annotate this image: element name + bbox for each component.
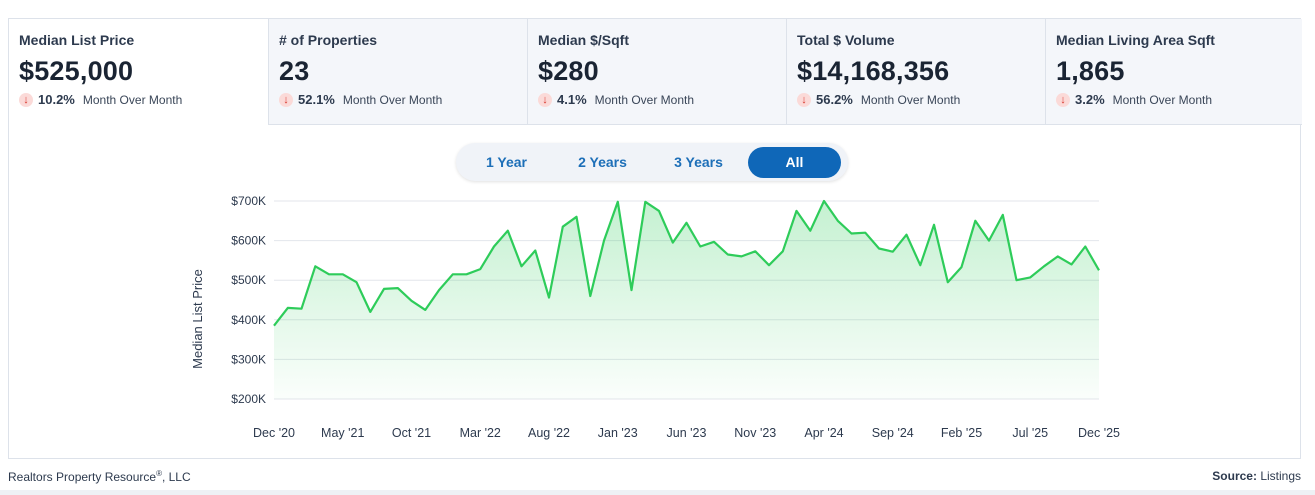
tab-value: 1,865	[1056, 56, 1125, 86]
arrow-down-icon: ↓	[538, 92, 552, 107]
change-percent: 4.1%	[557, 92, 587, 107]
x-tick-label: Feb '25	[941, 426, 982, 440]
x-tick-label: Nov '23	[734, 426, 776, 440]
change-percent: 10.2%	[38, 92, 75, 107]
registered-mark: ®	[156, 469, 162, 478]
arrow-down-icon: ↓	[1056, 92, 1070, 107]
y-tick-label: $200K	[231, 392, 266, 406]
tab-value: 23	[279, 56, 310, 86]
tab-change: ↓ 4.1% Month Over Month	[538, 92, 776, 107]
tab-label: # of Properties	[279, 32, 378, 48]
tab-number-of-properties[interactable]: # of Properties 23 ↓ 52.1% Month Over Mo…	[268, 19, 527, 125]
tab-median-list-price[interactable]: Median List Price $525,000 ↓ 10.2% Month…	[9, 19, 268, 125]
change-period: Month Over Month	[342, 92, 443, 107]
source-label: Source:	[1212, 469, 1257, 483]
tab-total-volume[interactable]: Total $ Volume $14,168,356 ↓ 56.2% Month…	[786, 19, 1045, 125]
x-tick-label: Aug '22	[528, 426, 570, 440]
company-suffix: , LLC	[161, 470, 191, 484]
x-tick-label: Mar '22	[460, 426, 501, 440]
time-range-selector: 1 Year 2 Years 3 Years All	[456, 143, 848, 181]
tab-change: ↓ 52.1% Month Over Month	[279, 92, 517, 107]
metric-tabs: Median List Price $525,000 ↓ 10.2% Month…	[9, 19, 1302, 125]
change-percent: 56.2%	[816, 92, 853, 107]
y-tick-label: $600K	[231, 234, 266, 248]
y-tick-label: $300K	[231, 352, 266, 366]
y-tick-label: $700K	[231, 194, 266, 208]
change-percent: 52.1%	[298, 92, 335, 107]
tab-label: Median $/Sqft	[538, 32, 630, 48]
market-trends-panel: Median List Price $525,000 ↓ 10.2% Month…	[8, 18, 1302, 459]
arrow-down-icon: ↓	[797, 92, 811, 107]
range-3-years-button[interactable]: 3 Years	[674, 154, 723, 170]
x-tick-label: Dec '20	[253, 426, 295, 440]
change-period: Month Over Month	[1112, 92, 1213, 107]
x-axis-ticks: Dec '20 May '21 Oct '21 Mar '22 Aug '22 Jan '…	[253, 426, 1120, 440]
change-percent: 3.2%	[1075, 92, 1105, 107]
arrow-down-icon: ↓	[279, 92, 293, 107]
footer-company: Realtors Property Resource®, LLC	[8, 469, 191, 484]
series-line	[273, 199, 1100, 327]
tab-value: $14,168,356	[797, 56, 950, 86]
range-1-year-button[interactable]: 1 Year	[485, 154, 527, 170]
change-period: Month Over Month	[860, 92, 961, 107]
tab-label: Median Living Area Sqft	[1056, 32, 1215, 48]
change-period: Month Over Month	[82, 92, 183, 107]
range-2-years-button[interactable]: 2 Years	[578, 154, 627, 170]
arrow-down-icon: ↓	[19, 92, 33, 107]
median-list-price-chart: $200K $300K $400K $500K $600K $700K Dec '20 Ma…	[190, 194, 1120, 440]
x-tick-label: Apr '24	[804, 426, 843, 440]
x-tick-label: May '21	[321, 426, 364, 440]
source-value: Listings	[1260, 469, 1301, 483]
tab-value: $280	[538, 56, 599, 86]
bottom-divider	[0, 490, 1315, 495]
x-tick-label: Oct '21	[392, 426, 431, 440]
series-area	[274, 201, 1099, 399]
company-name: Realtors Property Resource	[8, 470, 157, 484]
tab-value: $525,000	[19, 56, 134, 86]
x-tick-label: Dec '25	[1078, 426, 1120, 440]
footer-source: Source: Listings	[1212, 469, 1301, 483]
range-all-button[interactable]: All	[748, 146, 841, 178]
y-tick-label: $400K	[231, 313, 266, 327]
tab-label: Median List Price	[19, 32, 135, 48]
x-tick-label: Jun '23	[667, 426, 707, 440]
y-axis-label: Median List Price	[190, 269, 205, 369]
tab-change: ↓ 10.2% Month Over Month	[19, 92, 258, 107]
x-tick-label: Sep '24	[872, 426, 914, 440]
x-tick-label: Jan '23	[598, 426, 638, 440]
x-tick-label: Jul '25	[1012, 426, 1048, 440]
tab-median-living-area[interactable]: Median Living Area Sqft 1,865 ↓ 3.2% Mon…	[1045, 19, 1302, 125]
tab-label: Total $ Volume	[797, 32, 895, 48]
tab-change: ↓ 56.2% Month Over Month	[797, 92, 1035, 107]
y-axis-ticks: $200K $300K $400K $500K $600K $700K	[231, 194, 266, 406]
change-period: Month Over Month	[594, 92, 695, 107]
tab-median-price-per-sqft[interactable]: Median $/Sqft $280 ↓ 4.1% Month Over Mon…	[527, 19, 786, 125]
y-tick-label: $500K	[231, 273, 266, 287]
tab-change: ↓ 3.2% Month Over Month	[1056, 92, 1292, 107]
